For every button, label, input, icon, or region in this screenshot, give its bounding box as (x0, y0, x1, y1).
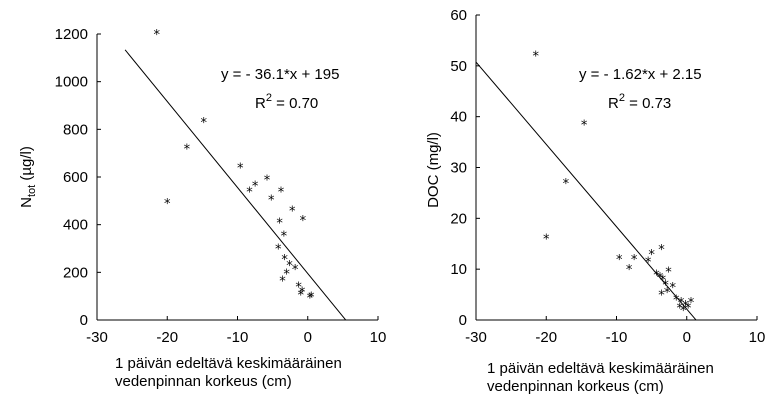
data-point-ntot: * (275, 243, 282, 258)
y-tick-label-doc: 40 (450, 109, 467, 126)
data-point-doc: * (653, 268, 660, 283)
x-tick-label-doc: 0 (683, 329, 691, 346)
y-tick-label-doc: 20 (450, 210, 467, 227)
data-point-doc: * (648, 248, 655, 263)
y-tick-label-ntot: 800 (63, 121, 88, 138)
data-point-doc: * (662, 278, 669, 293)
data-point-ntot: * (281, 229, 288, 244)
data-point-ntot: * (268, 194, 275, 209)
data-point-doc: * (685, 301, 692, 316)
equation-doc: y = - 1.62*x + 2.15 (579, 66, 702, 83)
x-tick-label-doc: 10 (749, 329, 766, 346)
x-ticks-ntot: -30 -20 -10 0 10 (86, 316, 386, 346)
data-point-ntot: * (281, 253, 288, 268)
data-point-ntot: * (184, 142, 191, 157)
data-point-doc: * (665, 266, 672, 281)
data-point-doc: * (543, 233, 550, 248)
data-point-doc: * (645, 256, 652, 271)
y-tick-label-ntot: 1000 (55, 74, 88, 91)
data-point-doc: * (581, 118, 588, 133)
y-ticks-doc: 0 10 20 30 40 50 60 (450, 7, 480, 329)
data-point-ntot: * (252, 179, 259, 194)
x-tick-label-ntot: 0 (304, 329, 312, 346)
y-axis-label-doc: DOC (mg/l) (425, 132, 442, 208)
y-axis-label-ntot: Ntot (µg/l) (18, 146, 38, 208)
x-axis-label-ntot-line2: vedenpinnan korkeus (cm) (115, 373, 292, 390)
data-point-ntot: * (278, 185, 285, 200)
y-tick-label-ntot: 200 (63, 264, 88, 281)
data-point-ntot: * (300, 214, 307, 229)
x-axis-label-doc-line2: vedenpinnan korkeus (cm) (487, 378, 664, 395)
x-axis-label-doc-line1: 1 päivän edeltävä keskimääräinen (487, 360, 714, 377)
fit-line-ntot (124, 49, 347, 321)
data-point-doc: * (688, 296, 695, 311)
data-point-doc: * (682, 299, 689, 314)
x-tick-label-ntot: -10 (227, 329, 249, 346)
y-tick-label-ntot: 600 (63, 169, 88, 186)
x-tick-label-doc: -30 (465, 329, 487, 346)
x-axis-label-ntot-line1: 1 päivän edeltävä keskimääräinen (115, 355, 342, 372)
data-point-doc: * (660, 273, 667, 288)
y-tick-label-doc: 0 (459, 312, 467, 329)
data-point-doc: * (532, 50, 539, 65)
data-point-ntot: * (201, 116, 208, 131)
data-point-ntot: * (246, 185, 253, 200)
data-point-ntot: * (295, 281, 302, 296)
data-point-doc: * (673, 294, 680, 309)
data-point-ntot: * (292, 263, 299, 278)
data-point-doc: * (676, 301, 683, 316)
y-tick-label-ntot: 400 (63, 217, 88, 234)
data-point-doc: * (626, 263, 633, 278)
data-point-ntot: * (286, 259, 293, 274)
data-point-ntot: * (164, 197, 171, 212)
data-point-doc: * (658, 243, 665, 258)
x-tick-label-doc: -20 (535, 329, 557, 346)
y-tick-label-doc: 30 (450, 160, 467, 177)
r2-doc: R2 = 0.73 (608, 92, 671, 112)
data-point-doc: * (657, 271, 664, 286)
data-point-doc: * (658, 289, 665, 304)
r2-ntot: R2 = 0.70 (255, 92, 318, 112)
data-point-ntot: * (153, 28, 160, 43)
y-tick-label-doc: 10 (450, 261, 467, 278)
data-point-doc: * (669, 281, 676, 296)
points-doc: ******* ** ****** *** ******* (532, 50, 694, 319)
data-point-ntot: * (297, 288, 304, 303)
data-point-ntot: * (308, 291, 315, 306)
data-point-doc: * (631, 253, 638, 268)
x-tick-label-ntot: -30 (86, 329, 108, 346)
y-tick-label-ntot: 1200 (55, 26, 88, 43)
data-point-ntot: * (237, 161, 244, 176)
data-point-ntot: * (283, 268, 290, 283)
data-point-ntot: * (264, 173, 271, 188)
x-ticks-doc: -30 -20 -10 0 10 (465, 316, 765, 346)
data-point-ntot: * (299, 285, 306, 300)
data-point-ntot: * (279, 275, 286, 290)
equation-ntot: y = - 36.1*x + 195 (221, 66, 339, 83)
data-point-ntot: * (307, 291, 314, 306)
data-point-doc: * (616, 253, 623, 268)
x-tick-label-doc: -10 (606, 329, 628, 346)
data-point-ntot: * (289, 204, 296, 219)
x-tick-label-ntot: -20 (156, 329, 178, 346)
data-point-doc: * (678, 296, 685, 311)
y-ticks-ntot: 0 200 400 600 800 1000 1200 (55, 26, 101, 329)
data-point-doc: * (563, 177, 570, 192)
x-tick-label-ntot: 10 (370, 329, 387, 346)
points-ntot: ****** * ********** ****** ** (153, 28, 315, 306)
y-tick-label-doc: 60 (450, 7, 467, 24)
y-tick-label-ntot: 0 (80, 312, 88, 329)
data-point-ntot: * (276, 216, 283, 231)
y-tick-label-doc: 50 (450, 58, 467, 75)
data-point-doc: * (680, 304, 687, 319)
data-point-doc: * (664, 286, 671, 301)
fit-line-doc (475, 61, 697, 321)
